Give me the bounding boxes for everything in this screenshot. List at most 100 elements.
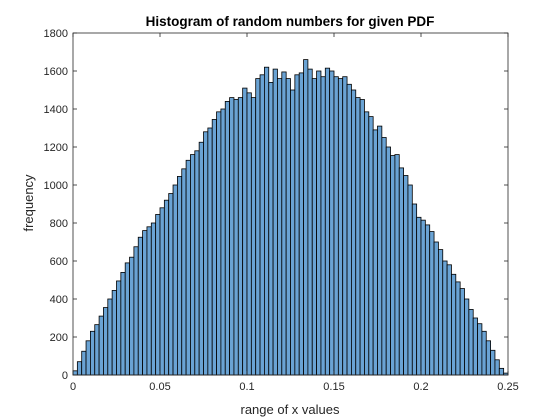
histogram-bar [360, 100, 364, 376]
histogram-bar [447, 265, 451, 375]
histogram-bar [169, 194, 173, 375]
histogram-bar [430, 232, 434, 375]
histogram-bar [299, 73, 303, 375]
y-tick-label: 1600 [44, 66, 68, 78]
histogram-bar [160, 208, 164, 375]
histogram-bar [482, 331, 486, 375]
histogram-bar [99, 316, 103, 375]
histogram-bar [195, 151, 199, 375]
histogram-bar [247, 93, 251, 375]
y-tick-label: 600 [50, 256, 68, 268]
histogram-bar [369, 117, 373, 375]
histogram-bar [404, 176, 408, 376]
histogram-bar [443, 261, 447, 375]
histogram-bar [125, 263, 129, 375]
histogram-bar [143, 231, 147, 375]
histogram-bar [186, 160, 190, 375]
histogram-bar [382, 138, 386, 376]
histogram-bar [412, 204, 416, 375]
histogram-bar [77, 362, 81, 375]
histogram-bar [291, 90, 295, 375]
histogram-bar [330, 71, 334, 375]
histogram-bar [347, 84, 351, 375]
histogram-bar [269, 82, 273, 375]
histogram-bar [438, 250, 442, 375]
histogram-bar [95, 325, 99, 375]
histogram-bar [456, 282, 460, 375]
histogram-bar [408, 185, 412, 375]
histogram-bar [495, 360, 499, 375]
y-tick-label: 1400 [44, 104, 68, 116]
histogram-bar [164, 200, 168, 375]
histogram-bar [90, 331, 94, 375]
histogram-bar [112, 290, 116, 375]
histogram-bar [425, 225, 429, 375]
chart-title: Histogram of random numbers for given PD… [146, 14, 435, 29]
histogram-bar [304, 60, 308, 375]
histogram-bar [499, 368, 503, 375]
x-tick-label: 0.25 [497, 381, 518, 393]
histogram-bar [117, 281, 121, 375]
histogram-bar [256, 79, 260, 375]
histogram-bar [286, 79, 290, 375]
histogram-bar [295, 75, 299, 375]
histogram-bar [277, 79, 281, 375]
x-tick-label: 0.05 [149, 381, 170, 393]
histogram-bar [251, 98, 255, 375]
histogram-bar [308, 69, 312, 375]
y-tick-label: 400 [50, 294, 68, 306]
histogram-bar [421, 220, 425, 375]
y-tick-label: 1000 [44, 180, 68, 192]
y-tick-label: 200 [50, 332, 68, 344]
histogram-bar [356, 98, 360, 375]
y-tick-label: 0 [62, 370, 68, 382]
y-axis-label: frequency [21, 174, 36, 232]
histogram-bar [260, 75, 264, 375]
histogram-bar [199, 142, 203, 375]
histogram-bar [473, 318, 477, 375]
histogram-bar [225, 101, 229, 375]
histogram-bar [147, 227, 151, 375]
histogram-bar [212, 119, 216, 375]
histogram-bar [391, 156, 395, 375]
histogram-bar [134, 247, 138, 375]
histogram-bar [217, 112, 221, 375]
histogram-bar [317, 71, 321, 375]
histogram-bar [478, 324, 482, 375]
histogram-bar [451, 274, 455, 375]
x-axis-label: range of x values [240, 402, 340, 417]
histogram-bar [460, 289, 464, 375]
histogram-bar [86, 341, 90, 375]
histogram-bar [491, 350, 495, 375]
histogram-bar [221, 109, 225, 375]
histogram-bar [138, 237, 142, 375]
histogram-bar [130, 257, 134, 375]
histogram-bar [177, 176, 181, 375]
histogram-bar [230, 98, 234, 375]
histogram-bar [156, 214, 160, 375]
histogram-bar [73, 371, 77, 375]
histogram-bar [364, 112, 368, 375]
histogram-bar [234, 100, 238, 376]
y-tick-label: 1800 [44, 28, 68, 40]
histogram-bar [321, 77, 325, 375]
histogram-bar [238, 98, 242, 375]
histogram-bar [373, 130, 377, 375]
histogram-bar [486, 341, 490, 375]
histogram-bar [173, 185, 177, 375]
histogram-bar [204, 132, 208, 375]
histogram-bar [264, 67, 268, 375]
x-tick-label: 0 [70, 381, 76, 393]
histogram-bar [386, 147, 390, 375]
histogram-bar [351, 90, 355, 375]
histogram-bar [395, 155, 399, 375]
histogram-bar [273, 69, 277, 375]
histogram-bar [190, 155, 194, 375]
histogram-bar [282, 72, 286, 375]
histogram-bar [338, 79, 342, 375]
histogram-bar [378, 126, 382, 375]
histogram-bar [334, 77, 338, 375]
histogram-bar [208, 128, 212, 375]
x-tick-label: 0.2 [413, 381, 428, 393]
